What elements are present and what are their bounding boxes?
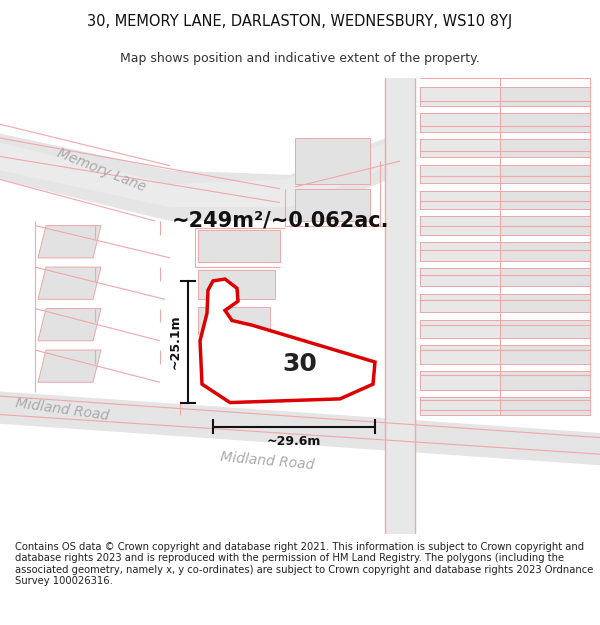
Polygon shape xyxy=(420,397,590,416)
Polygon shape xyxy=(38,226,101,258)
Polygon shape xyxy=(200,279,375,402)
Polygon shape xyxy=(420,88,500,106)
Text: 30, MEMORY LANE, DARLASTON, WEDNESBURY, WS10 8YJ: 30, MEMORY LANE, DARLASTON, WEDNESBURY, … xyxy=(88,14,512,29)
Polygon shape xyxy=(420,294,590,312)
Polygon shape xyxy=(420,191,500,209)
Polygon shape xyxy=(420,242,500,261)
Polygon shape xyxy=(0,129,410,221)
Polygon shape xyxy=(0,138,400,207)
Polygon shape xyxy=(420,113,500,132)
Polygon shape xyxy=(38,309,101,341)
Polygon shape xyxy=(0,391,600,465)
Text: Map shows position and indicative extent of the property.: Map shows position and indicative extent… xyxy=(120,52,480,65)
Polygon shape xyxy=(420,88,590,106)
Polygon shape xyxy=(38,267,101,299)
Polygon shape xyxy=(0,78,600,534)
Polygon shape xyxy=(38,350,101,382)
Text: Contains OS data © Crown copyright and database right 2021. This information is : Contains OS data © Crown copyright and d… xyxy=(15,542,593,586)
Polygon shape xyxy=(420,165,500,183)
Polygon shape xyxy=(420,371,500,389)
Polygon shape xyxy=(420,113,590,132)
Polygon shape xyxy=(420,216,590,235)
Polygon shape xyxy=(420,139,500,158)
Text: ~25.1m: ~25.1m xyxy=(169,314,182,369)
Text: 30: 30 xyxy=(283,352,317,376)
Polygon shape xyxy=(420,397,500,416)
Polygon shape xyxy=(420,139,590,158)
Polygon shape xyxy=(420,294,500,312)
Text: ~249m²/~0.062ac.: ~249m²/~0.062ac. xyxy=(171,211,389,231)
Polygon shape xyxy=(420,268,590,286)
Polygon shape xyxy=(420,319,500,338)
Polygon shape xyxy=(420,242,590,261)
Polygon shape xyxy=(420,268,500,286)
Polygon shape xyxy=(385,78,415,534)
Polygon shape xyxy=(420,191,590,209)
Polygon shape xyxy=(198,230,280,262)
Text: Midland Road: Midland Road xyxy=(15,396,110,423)
Polygon shape xyxy=(420,371,590,389)
Polygon shape xyxy=(198,270,275,299)
Polygon shape xyxy=(420,165,590,183)
Polygon shape xyxy=(420,346,500,364)
Polygon shape xyxy=(198,307,270,334)
Polygon shape xyxy=(295,189,370,221)
Text: Memory Lane: Memory Lane xyxy=(55,146,148,194)
Polygon shape xyxy=(420,216,500,235)
Text: Midland Road: Midland Road xyxy=(220,449,315,472)
Polygon shape xyxy=(295,138,370,184)
Text: ~29.6m: ~29.6m xyxy=(267,435,321,447)
Polygon shape xyxy=(420,346,590,364)
Polygon shape xyxy=(420,319,590,338)
